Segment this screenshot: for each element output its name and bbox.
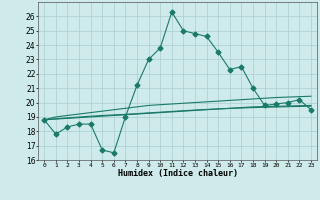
X-axis label: Humidex (Indice chaleur): Humidex (Indice chaleur) (118, 169, 238, 178)
